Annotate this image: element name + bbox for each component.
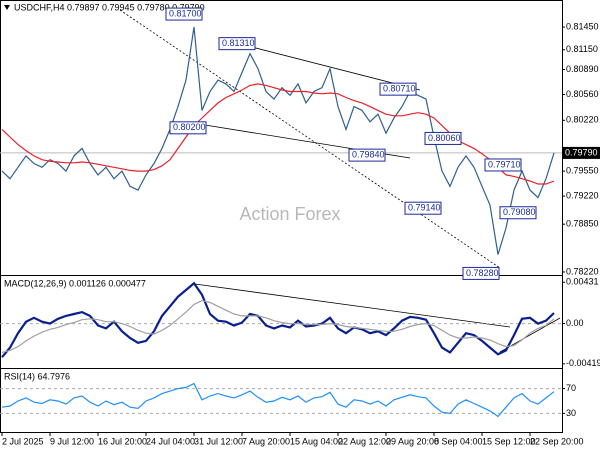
trendline: [235, 42, 421, 91]
watermark: Action Forex: [239, 204, 340, 224]
price-annotation: [484, 158, 522, 172]
macd-title: MACD(12,26,9) 0.001126 0.000477: [4, 278, 146, 288]
price-annotation-label: 0.80200: [173, 122, 206, 132]
y-tick-label: 0.00: [566, 318, 584, 328]
x-tick-label: 24 Jul 04:00: [146, 436, 195, 446]
x-tick-label: 22 Aug 12:00: [338, 436, 391, 446]
price-annotation: [348, 148, 386, 162]
price-annotation: [404, 201, 442, 215]
chart-title: USDCHF,H4 0.79897 0.79945 0.79780 0.7979…: [14, 2, 205, 12]
y-tick-label: 0.79550: [566, 165, 599, 175]
x-tick-label: 22 Sep 20:00: [530, 436, 584, 446]
series-line: [1, 382, 555, 418]
price-annotation-label: 0.79140: [408, 203, 441, 213]
y-tick-label: 0.81450: [566, 21, 599, 31]
rsi-title: RSI(14) 64.7976: [4, 371, 70, 381]
price-annotation-label: 0.78280: [466, 268, 499, 278]
series-line: [1, 83, 555, 185]
y-tick-label: 0.79220: [566, 191, 599, 201]
price-annotation-label: 0.79840: [352, 149, 385, 159]
x-tick-label: 8 Sep 04:00: [434, 436, 483, 446]
price-annotation-label: 0.80710: [383, 84, 416, 94]
price-annotation: [462, 266, 500, 280]
price-annotation-label: 0.79080: [503, 207, 536, 217]
price-annotation: [165, 7, 203, 21]
y-tick-label: 0.81150: [566, 44, 598, 54]
y-tick-label: 0.78220: [566, 266, 599, 276]
menu-icon: [4, 5, 10, 10]
price-annotation: [379, 82, 417, 96]
y-tick-label: 0.80220: [566, 115, 599, 125]
y-tick-label: 70: [566, 383, 576, 393]
y-tick-label: 0.80890: [566, 64, 599, 74]
series-line: [1, 26, 555, 255]
y-tick-label: 30: [566, 408, 576, 418]
x-tick-label: 15 Aug 04:00: [290, 436, 343, 446]
frame: [0, 0, 563, 433]
x-tick-label: 9 Jul 12:00: [50, 436, 94, 446]
trendline-dashed: [119, 9, 501, 269]
x-tick-label: 2 Jul 2025: [2, 436, 44, 446]
series-line: [1, 299, 555, 353]
x-tick-label: 29 Aug 20:00: [386, 436, 439, 446]
y-tick-label: 0.78850: [566, 219, 599, 229]
price-annotation: [218, 37, 256, 51]
y-tick-label: 0.80560: [566, 89, 599, 99]
series-line: [1, 281, 555, 358]
last-price-label: 0.79790: [565, 147, 598, 157]
price-annotation-label: 0.81700: [169, 8, 202, 18]
price-annotation: [499, 206, 537, 220]
x-tick-label: 16 Jul 20:00: [98, 436, 147, 446]
x-tick-label: 31 Jul 12:00: [194, 436, 243, 446]
macd-trendline: [194, 283, 511, 328]
price-annotation: [424, 131, 462, 145]
price-annotation-label: 0.81310: [222, 38, 255, 48]
price-annotation: [169, 121, 207, 135]
y-tick-label: 0.00431: [566, 277, 599, 287]
x-tick-label: 15 Sep 12:00: [482, 436, 536, 446]
price-annotation-label: 0.79710: [488, 159, 521, 169]
price-annotation-label: 0.80060: [428, 133, 461, 143]
last-price-box: [563, 146, 600, 159]
x-tick-label: 7 Aug 20:00: [242, 436, 290, 446]
